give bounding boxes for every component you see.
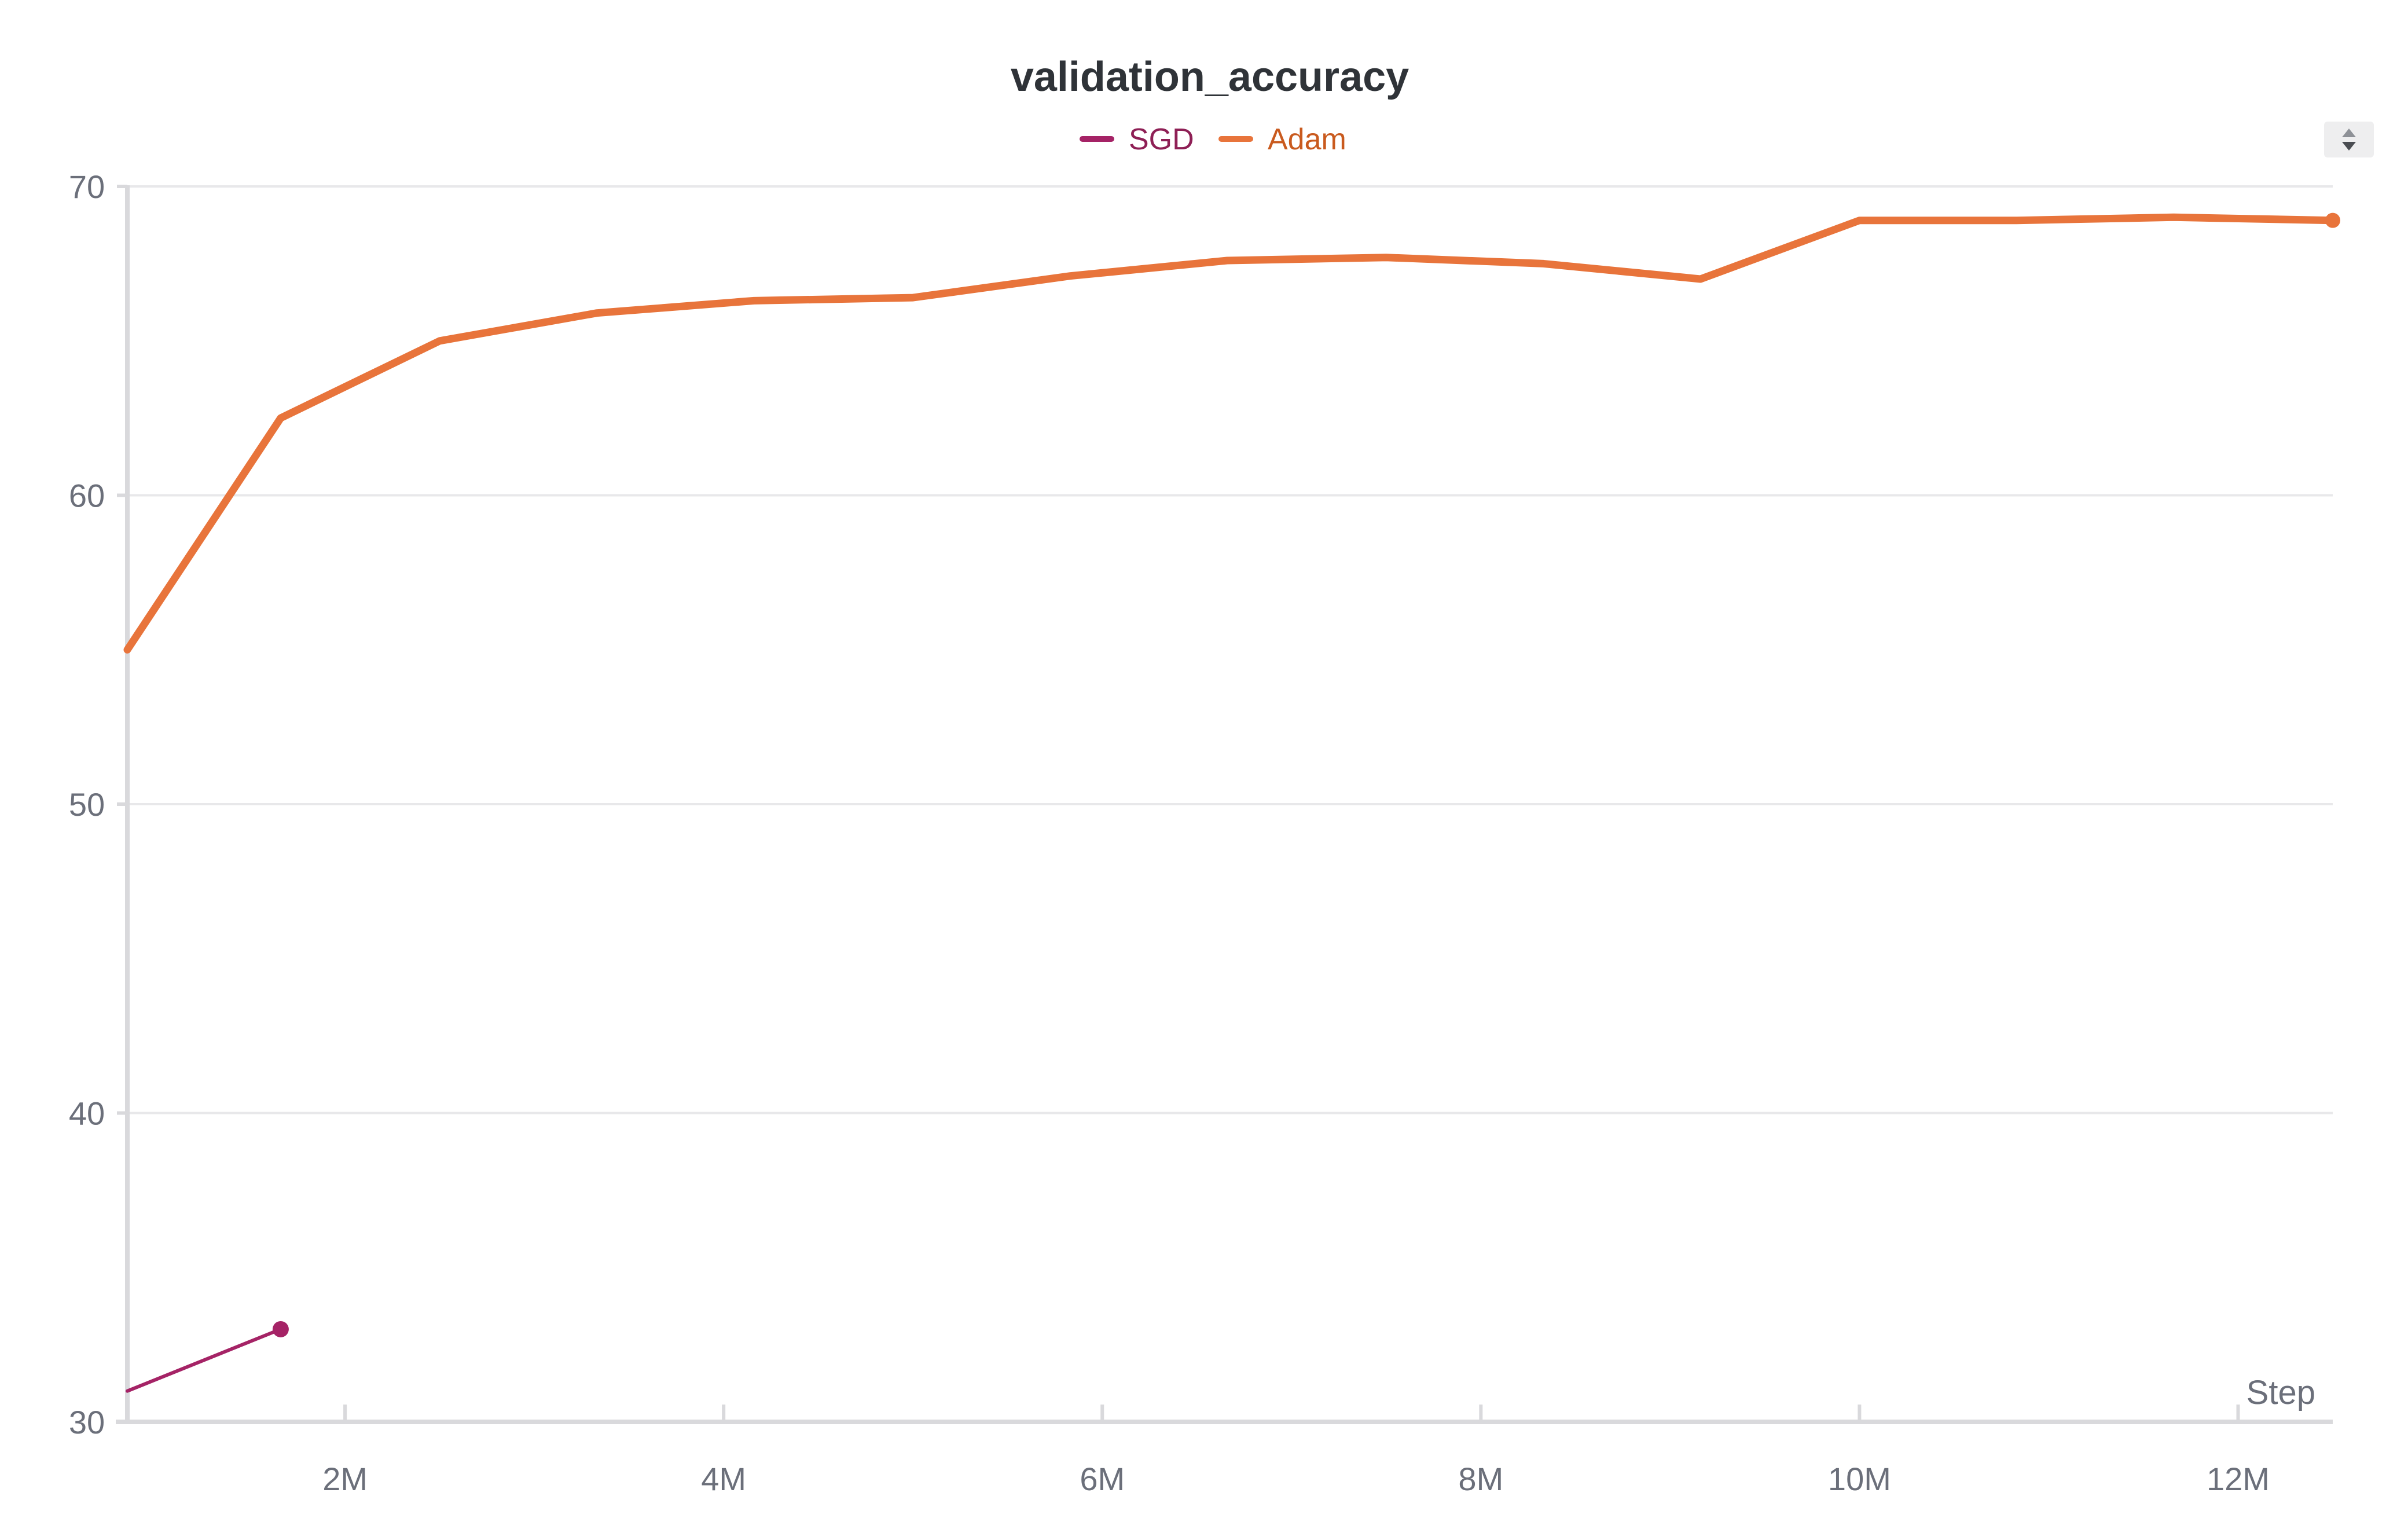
legend-item-adam[interactable]: Adam: [1218, 123, 1346, 156]
legend-item-sgd[interactable]: SGD: [1080, 123, 1194, 156]
series-end-marker-sgd: [272, 1321, 289, 1337]
x-axis-label: Step: [2247, 1374, 2315, 1411]
series-line-adam: [123, 213, 2337, 654]
series-lines: [123, 212, 2340, 1393]
chart-title: validation_accuracy: [1011, 54, 1409, 100]
sort-up-down-icon: [2342, 129, 2356, 151]
x-axis-ticks: 2M 4M 6M 8M 10M 12M: [322, 1405, 2270, 1497]
x-tick-label: 10M: [1828, 1461, 1891, 1497]
y-tick-label: 70: [69, 168, 105, 205]
y-axis-ticks: 30 40 50 60 70: [69, 168, 127, 1440]
legend-label: SGD: [1129, 123, 1194, 156]
series-line-sgd: [126, 1327, 282, 1393]
y-tick-label: 60: [69, 478, 105, 514]
x-tick-label: 4M: [701, 1461, 746, 1497]
series-end-marker-adam: [2325, 212, 2340, 228]
legend: SGD Adam: [1080, 123, 1346, 156]
y-tick-label: 30: [69, 1404, 105, 1440]
sort-toggle-button[interactable]: [2324, 122, 2374, 157]
y-tick-label: 40: [69, 1095, 105, 1132]
y-tick-label: 50: [69, 786, 105, 823]
legend-label: Adam: [1268, 123, 1346, 156]
x-tick-label: 8M: [1458, 1461, 1503, 1497]
grid-lines: [127, 185, 2333, 1114]
x-tick-label: 12M: [2207, 1461, 2270, 1497]
x-tick-label: 6M: [1080, 1461, 1125, 1497]
x-tick-label: 2M: [322, 1461, 368, 1497]
